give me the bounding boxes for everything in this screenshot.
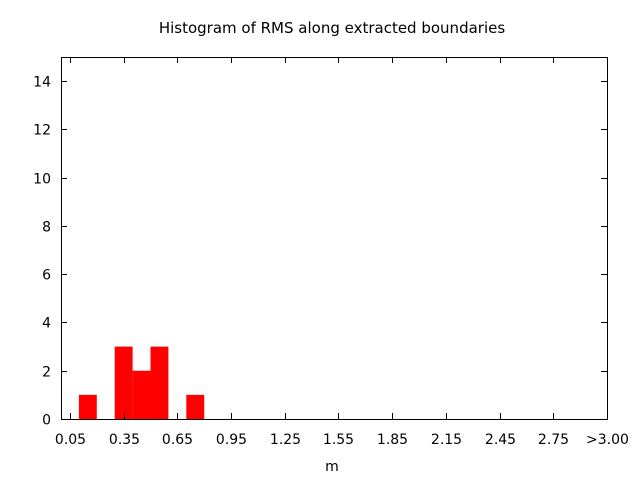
bar-2	[114, 346, 133, 419]
x-tick-label-9: 2.75	[538, 432, 569, 448]
plot-frame	[61, 57, 608, 420]
x-axis-label: m	[325, 459, 339, 475]
y-tick-label-1: 2	[42, 365, 51, 381]
x-tick-label-1: 0.35	[109, 432, 140, 448]
bar-3	[132, 370, 151, 419]
chart-title: Histogram of RMS along extracted boundar…	[159, 19, 506, 37]
x-tick-label-4: 1.25	[270, 432, 301, 448]
x-tick-label-5: 1.55	[323, 432, 354, 448]
axes-group: 0 2 4 6 8 10 12 14 0.05 0.35 0.65 0.95 1.25 1.55 1.85 2…	[33, 57, 629, 448]
x-tick-label-6: 1.85	[377, 432, 408, 448]
bars-group	[78, 346, 205, 419]
x-tick-label-10: >3.00	[586, 432, 629, 448]
bar-5	[186, 394, 205, 419]
y-tick-label-6: 12	[33, 123, 51, 139]
x-tick-label-2: 0.65	[162, 432, 193, 448]
y-tick-label-2: 4	[42, 316, 51, 332]
bar-1	[78, 394, 97, 419]
x-tick-label-0: 0.05	[55, 432, 86, 448]
x-tick-label-8: 2.45	[485, 432, 516, 448]
bar-4	[150, 346, 169, 419]
y-tick-label-5: 10	[33, 172, 51, 188]
y-tick-label-7: 14	[33, 75, 51, 91]
x-tick-label-3: 0.95	[216, 432, 247, 448]
y-tick-label-3: 6	[42, 268, 51, 284]
y-tick-label-0: 0	[42, 413, 51, 429]
y-tick-label-4: 8	[42, 220, 51, 236]
x-tick-label-7: 2.15	[431, 432, 462, 448]
